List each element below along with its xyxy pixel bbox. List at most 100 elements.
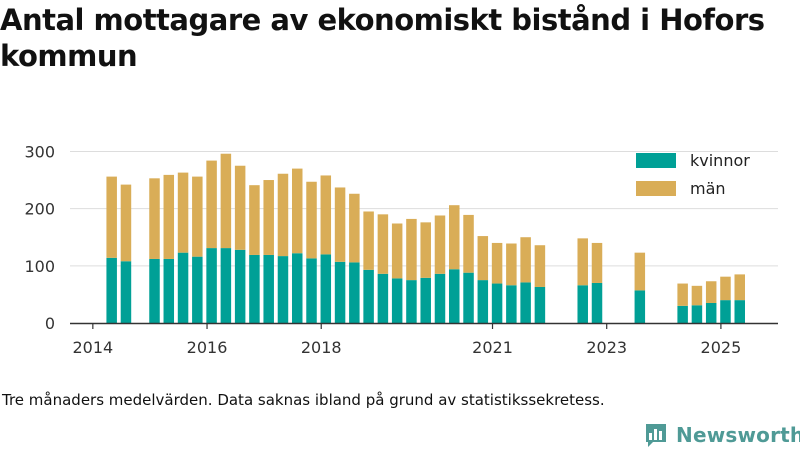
- bar-man[interactable]: [306, 181, 317, 259]
- bar-man[interactable]: [577, 238, 588, 286]
- legend-item-kvinnor[interactable]: kvinnor: [636, 146, 750, 174]
- bar-kvinnor[interactable]: [734, 300, 745, 323]
- bar-man[interactable]: [677, 283, 688, 306]
- bar-man[interactable]: [691, 285, 703, 306]
- bar-man[interactable]: [491, 242, 503, 284]
- bar-kvinnor[interactable]: [506, 285, 517, 323]
- bar-man[interactable]: [506, 243, 517, 286]
- bar-man[interactable]: [149, 178, 160, 259]
- bar-man[interactable]: [206, 160, 217, 249]
- y-tick-label: 100: [24, 257, 55, 276]
- bar-man[interactable]: [277, 173, 289, 257]
- bar-man[interactable]: [534, 245, 546, 287]
- bar-kvinnor[interactable]: [477, 280, 489, 323]
- footnote: Tre månaders medelvärden. Data saknas ib…: [2, 391, 605, 409]
- bar-man[interactable]: [234, 165, 246, 250]
- bar-kvinnor[interactable]: [391, 278, 403, 323]
- bar-man[interactable]: [591, 242, 603, 283]
- legend-swatch-man: [636, 180, 676, 196]
- bar-man[interactable]: [263, 180, 274, 255]
- legend-label-man: män: [690, 178, 726, 198]
- bar-man[interactable]: [177, 172, 189, 253]
- bar-man[interactable]: [291, 168, 303, 254]
- bar-man[interactable]: [192, 176, 203, 257]
- bar-man[interactable]: [120, 184, 132, 262]
- bar-kvinnor[interactable]: [591, 282, 603, 323]
- bar-kvinnor[interactable]: [377, 273, 389, 323]
- bar-kvinnor[interactable]: [163, 258, 175, 323]
- bar-kvinnor[interactable]: [320, 254, 332, 323]
- bar-kvinnor[interactable]: [420, 277, 431, 323]
- bar-man[interactable]: [634, 252, 646, 291]
- bar-kvinnor[interactable]: [363, 269, 374, 323]
- brand-logo[interactable]: Newsworthy: [644, 420, 800, 450]
- bar-kvinnor[interactable]: [220, 248, 232, 323]
- bar-kvinnor[interactable]: [120, 261, 132, 323]
- x-tick-label: 2021: [472, 338, 513, 357]
- bar-kvinnor[interactable]: [720, 300, 731, 323]
- bar-man[interactable]: [449, 205, 460, 270]
- legend-label-kvinnor: kvinnor: [690, 150, 750, 170]
- bar-man[interactable]: [420, 222, 431, 278]
- bar-kvinnor[interactable]: [349, 262, 360, 323]
- brand-name: Newsworthy: [676, 423, 800, 447]
- x-tick-label: 2025: [701, 338, 742, 357]
- bar-kvinnor[interactable]: [192, 256, 203, 323]
- bar-kvinnor[interactable]: [206, 248, 217, 323]
- bar-kvinnor[interactable]: [106, 257, 117, 323]
- axes: 0 100 200 300 2014 2016 2018 2021 2023 2025: [24, 142, 778, 357]
- bar-man[interactable]: [406, 218, 417, 281]
- bar-man[interactable]: [349, 193, 360, 263]
- bar-kvinnor[interactable]: [449, 269, 460, 323]
- bar-kvinnor[interactable]: [577, 285, 588, 323]
- bar-man[interactable]: [320, 175, 332, 255]
- y-tick-label: 0: [45, 314, 55, 333]
- legend-swatch-kvinnor: [636, 152, 676, 168]
- bar-kvinnor[interactable]: [691, 305, 703, 323]
- bar-kvinnor[interactable]: [634, 290, 646, 323]
- bar-man[interactable]: [734, 274, 745, 301]
- x-tick-label: 2016: [187, 338, 228, 357]
- bar-kvinnor[interactable]: [306, 258, 317, 323]
- bar-kvinnor[interactable]: [249, 254, 260, 323]
- legend-item-man[interactable]: män: [636, 174, 750, 202]
- bar-man[interactable]: [106, 176, 117, 258]
- x-tick-label: 2023: [586, 338, 627, 357]
- bar-man[interactable]: [249, 185, 260, 255]
- bar-kvinnor[interactable]: [234, 249, 246, 323]
- bar-man[interactable]: [434, 215, 446, 274]
- bar-kvinnor[interactable]: [334, 261, 346, 323]
- bar-kvinnor[interactable]: [534, 286, 546, 323]
- bar-man[interactable]: [477, 236, 489, 281]
- bar-kvinnor[interactable]: [434, 273, 446, 323]
- bar-man[interactable]: [720, 276, 731, 301]
- bar-man[interactable]: [163, 174, 175, 259]
- legend: kvinnor män: [636, 146, 750, 202]
- bar-kvinnor[interactable]: [463, 272, 474, 323]
- chart-title: Antal mottagare av ekonomiskt bistånd i …: [0, 3, 765, 73]
- bar-man[interactable]: [520, 237, 531, 283]
- bar-kvinnor[interactable]: [491, 283, 503, 323]
- bar-chart-speech-bubble-icon: [646, 424, 666, 447]
- bar-man[interactable]: [220, 153, 232, 249]
- bar-kvinnor[interactable]: [291, 253, 303, 323]
- y-tick-label: 300: [24, 142, 55, 161]
- bar-man[interactable]: [377, 214, 389, 274]
- bar-man[interactable]: [334, 187, 346, 262]
- y-tick-label: 200: [24, 200, 55, 219]
- x-tick-label: 2018: [301, 338, 342, 357]
- bar-kvinnor[interactable]: [677, 305, 688, 323]
- bar-kvinnor[interactable]: [705, 302, 717, 323]
- bar-man[interactable]: [463, 214, 474, 273]
- bar-man[interactable]: [705, 281, 717, 303]
- bar-kvinnor[interactable]: [149, 258, 160, 323]
- bar-kvinnor[interactable]: [520, 282, 531, 323]
- bar-kvinnor[interactable]: [277, 256, 289, 323]
- bar-man[interactable]: [391, 223, 403, 279]
- bar-man[interactable]: [363, 211, 374, 270]
- x-tick-label: 2014: [72, 338, 113, 357]
- bar-kvinnor[interactable]: [177, 252, 189, 323]
- bar-kvinnor[interactable]: [406, 280, 417, 323]
- bar-kvinnor[interactable]: [263, 254, 274, 323]
